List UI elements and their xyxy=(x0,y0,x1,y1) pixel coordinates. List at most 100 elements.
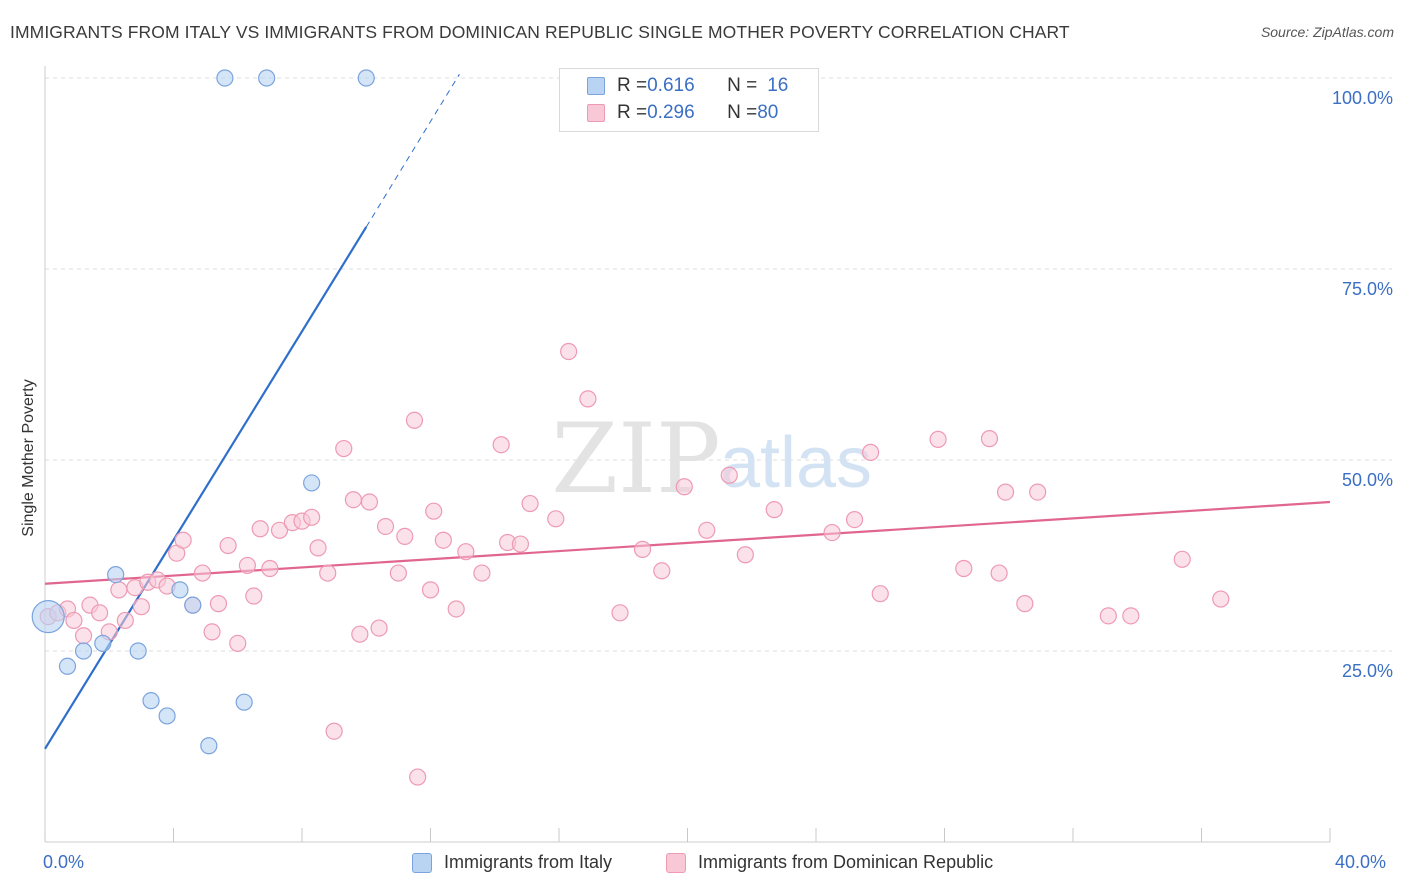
point-italy xyxy=(58,657,77,675)
point-dominican xyxy=(303,508,321,526)
point-dominican xyxy=(823,523,841,542)
point-dominican xyxy=(110,581,128,599)
y-tick-label: 25.0% xyxy=(1342,661,1393,681)
legend-n-value-italy: 16 xyxy=(767,75,789,96)
point-dominican xyxy=(473,564,491,582)
series-legend: Immigrants from Italy Immigrants from Do… xyxy=(0,852,1406,878)
point-italy xyxy=(184,596,202,614)
point-dominican xyxy=(91,604,109,622)
legend-r-label: R = xyxy=(617,75,648,96)
trendline-italy-extension xyxy=(365,73,460,228)
legend-swatch-italy xyxy=(412,852,432,873)
point-italy xyxy=(235,693,253,711)
point-italy xyxy=(200,737,218,755)
point-dominican xyxy=(409,768,427,786)
point-dominican xyxy=(421,581,440,599)
point-dominican xyxy=(996,483,1015,501)
data-points xyxy=(31,69,1230,786)
trend-lines xyxy=(44,73,1331,750)
point-dominican xyxy=(521,494,539,513)
point-dominican xyxy=(633,540,652,558)
y-tick-labels: 25.0% 50.0% 75.0% 100.0% xyxy=(1332,88,1393,681)
x-tick-label-max: 40.0% xyxy=(1335,852,1387,872)
point-dominican xyxy=(193,564,212,582)
legend-item-italy: Immigrants from Italy xyxy=(412,852,612,873)
point-dominican xyxy=(396,527,414,546)
point-dominican xyxy=(270,521,289,539)
point-dominican xyxy=(389,564,407,582)
point-dominican xyxy=(1173,550,1191,568)
point-dominican xyxy=(1122,607,1140,625)
point-dominican xyxy=(862,443,880,461)
legend-n-label: N = xyxy=(727,75,758,96)
point-dominican xyxy=(720,466,738,484)
y-tick-label: 100.0% xyxy=(1332,88,1393,108)
point-dominican xyxy=(174,531,192,549)
legend-n-label: N = xyxy=(727,102,758,123)
point-dominican xyxy=(547,510,565,528)
point-dominican xyxy=(309,539,327,557)
legend-row-italy: R = 0.616 N = 16 xyxy=(587,74,788,98)
point-dominican xyxy=(203,623,221,641)
point-dominican xyxy=(360,493,379,511)
chart-title: IMMIGRANTS FROM ITALY VS IMMIGRANTS FROM… xyxy=(10,22,1070,42)
point-italy xyxy=(258,69,276,87)
point-dominican xyxy=(245,587,263,605)
y-tick-label: 75.0% xyxy=(1342,279,1393,299)
point-dominican xyxy=(511,535,530,553)
point-dominican xyxy=(653,562,671,580)
point-italy xyxy=(303,474,321,492)
point-dominican xyxy=(370,619,388,637)
point-dominican xyxy=(74,627,93,645)
legend-item-dominican: Immigrants from Dominican Republic xyxy=(666,852,993,873)
axes xyxy=(44,66,1331,843)
point-italy xyxy=(31,600,65,634)
point-dominican xyxy=(344,491,362,509)
point-dominican xyxy=(980,430,999,448)
legend-r-label: R = xyxy=(617,102,648,123)
point-dominican xyxy=(675,478,693,496)
point-italy xyxy=(129,642,147,660)
point-dominican xyxy=(351,625,369,643)
legend-r-value-dominican: 0.296 xyxy=(647,102,695,123)
point-dominican xyxy=(1016,595,1034,613)
point-dominican xyxy=(251,520,269,538)
point-dominican xyxy=(611,604,629,622)
point-dominican xyxy=(132,598,150,616)
point-dominican xyxy=(1212,590,1230,608)
source-credit: Source: ZipAtlas.com xyxy=(1260,24,1394,40)
point-dominican xyxy=(335,439,353,458)
point-dominican xyxy=(219,536,237,555)
legend-label-dominican: Immigrants from Dominican Republic xyxy=(698,852,994,872)
point-dominican xyxy=(319,564,337,582)
legend-label-italy: Immigrants from Italy xyxy=(444,852,613,872)
point-dominican xyxy=(209,595,228,613)
correlation-legend: R = 0.616 N = 16 R = 0.296 N = 80 xyxy=(559,68,819,132)
legend-r-value-italy: 0.616 xyxy=(647,75,695,96)
y-tick-label: 50.0% xyxy=(1342,470,1393,490)
legend-n-value-dominican: 80 xyxy=(757,102,779,123)
point-italy xyxy=(158,707,176,725)
point-dominican xyxy=(845,510,864,529)
legend-row-dominican: R = 0.296 N = 80 xyxy=(587,101,778,125)
point-dominican xyxy=(929,430,947,448)
point-dominican xyxy=(579,390,597,408)
point-italy xyxy=(74,642,93,660)
legend-swatch-dominican xyxy=(666,852,686,873)
point-italy xyxy=(142,692,160,710)
point-dominican xyxy=(457,543,475,561)
point-dominican xyxy=(1099,607,1117,625)
point-dominican xyxy=(736,546,754,564)
legend-swatch-italy xyxy=(587,77,605,95)
point-italy xyxy=(107,565,125,584)
point-dominican xyxy=(425,502,443,520)
trendline-italy xyxy=(44,226,368,750)
point-italy xyxy=(171,581,189,599)
watermark: ZIP atlas xyxy=(551,403,872,515)
point-italy xyxy=(357,69,375,87)
point-dominican xyxy=(698,521,716,539)
point-dominican xyxy=(447,600,465,618)
point-dominican xyxy=(376,517,395,536)
point-dominican xyxy=(492,436,510,454)
